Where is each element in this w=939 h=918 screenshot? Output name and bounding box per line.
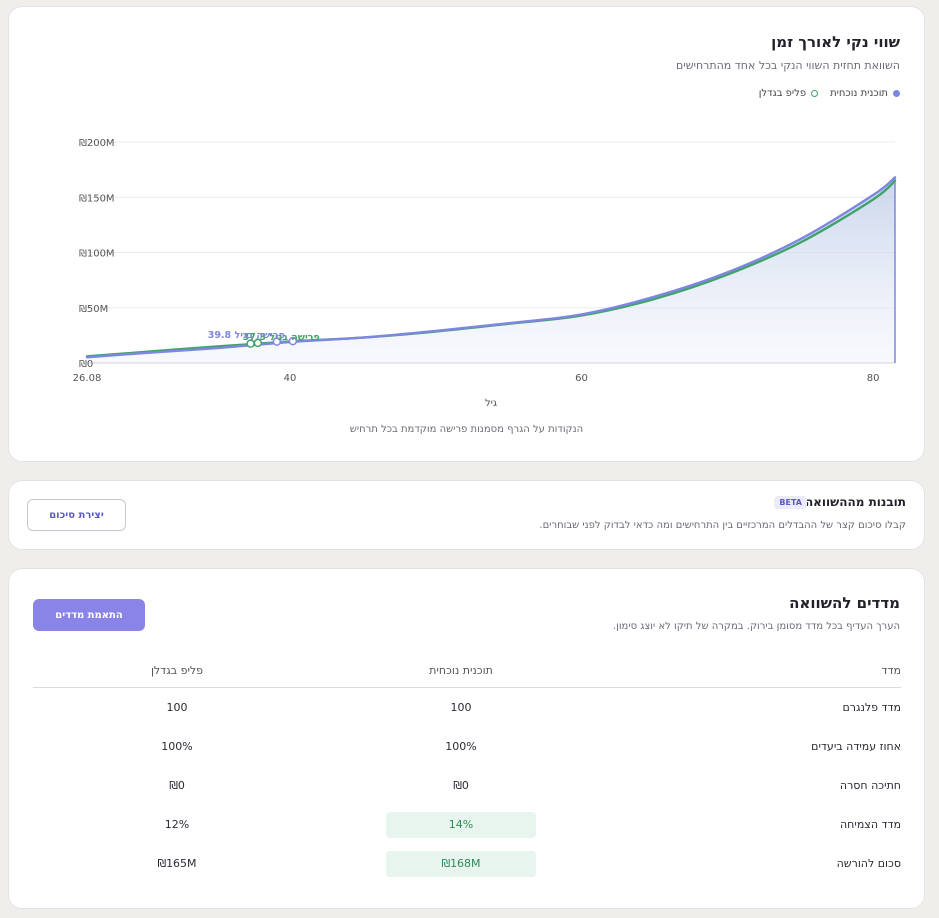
x-tick-label: 40	[284, 373, 297, 384]
metric-current-value: 100%	[445, 740, 477, 753]
x-tick-label: 26.08	[73, 373, 102, 384]
legend-item-current[interactable]: תוכנית נוכחית	[830, 88, 900, 99]
net-worth-chart-card: שווי נקי לאורך זמן השוואת תחזית השווי הנ…	[8, 6, 925, 462]
metric-name: מדד פלנגרם	[842, 701, 901, 714]
metric-alt-value: 100	[166, 701, 188, 714]
column-header-alt: פליפ בגדלן	[150, 664, 204, 677]
legend-label-current: תוכנית נוכחית	[830, 88, 888, 99]
metric-current-value: ₪0	[453, 779, 469, 792]
metric-alt-value: ₪165M	[157, 857, 197, 870]
metrics-title: מדדים להשוואה	[789, 594, 900, 612]
metric-name: סכום להורשה	[836, 857, 901, 870]
beta-badge: BETA	[774, 496, 807, 509]
legend-dot-icon	[893, 90, 900, 97]
legend-ring-icon	[811, 90, 819, 97]
table-row: מדד הצמיחה 14% 12%	[33, 805, 901, 844]
metric-name: חתיכה חסרה	[839, 779, 901, 792]
chart-title: שווי נקי לאורך זמן	[771, 33, 900, 51]
retirement-marker	[272, 337, 282, 346]
metric-alt-value: 100%	[161, 740, 193, 753]
y-tick-label: ₪100M	[79, 249, 115, 260]
metric-alt-value: 12%	[164, 818, 190, 831]
create-summary-button[interactable]: יצירת סיכום	[27, 499, 126, 531]
retirement-annotation-current: פרישה בגיל 39.8	[208, 330, 285, 341]
x-tick-label: 80	[867, 373, 880, 384]
chart-subtitle: השוואת תחזית השווי הנקי בכל אחד מהתרחישי…	[675, 59, 900, 72]
y-tick-label: ₪150M	[79, 193, 115, 204]
y-tick-label: ₪0	[79, 359, 93, 370]
legend-label-alt: פליפ בגדלן	[758, 88, 807, 99]
metric-name: אחוז עמידה ביעדים	[811, 740, 901, 753]
legend-item-alt[interactable]: פליפ בגדלן	[758, 88, 819, 99]
series-line-current	[85, 176, 897, 359]
retirement-marker	[253, 338, 263, 348]
table-row: מדד פלנגרם 100 100	[33, 688, 902, 727]
area-fill	[87, 177, 895, 363]
insights-title: תובנות מההשוואה	[804, 495, 906, 509]
y-tick-label: ₪200M	[79, 138, 115, 149]
table-row: חתיכה חסרה ₪0 ₪0	[33, 766, 901, 805]
y-tick-label: ₪50M	[79, 304, 108, 315]
table-row: סכום להורשה ₪168M ₪165M	[33, 844, 901, 883]
adjust-metrics-button[interactable]: התאמת מדדים	[33, 599, 145, 631]
metric-current-value-best: ₪168M	[386, 850, 536, 877]
metrics-card: מדדים להשוואה הערך העדיף בכל מדד מסומן ב…	[8, 568, 925, 909]
retirement-annotation-alt: פרישה בגיל 37.3	[243, 332, 320, 343]
table-header: מדד תוכנית נוכחית פליפ בגדלן	[33, 654, 901, 688]
metrics-table: מדד תוכנית נוכחית פליפ בגדלן מדד פלנגרם …	[33, 654, 901, 883]
chart-legend: תוכנית נוכחית פליפ בגדלן	[759, 88, 900, 99]
column-header-metric: מדד	[881, 664, 901, 677]
table-row: אחוז עמידה ביעדים 100% 100%	[33, 727, 901, 766]
x-tick-label: 60	[575, 373, 588, 384]
chart-footnote: הנקודות על הגרף מסמנות פרישה מוקדמת בכל …	[349, 424, 584, 435]
column-header-current: תוכנית נוכחית	[429, 664, 493, 677]
retirement-marker	[288, 336, 298, 346]
metric-alt-value: ₪0	[169, 779, 185, 792]
x-axis-label: גיל	[485, 398, 497, 409]
metrics-subtitle: הערך העדיף בכל מדד מסומן בירוק. במקרה של…	[612, 621, 900, 632]
metric-name: מדד הצמיחה	[840, 818, 901, 831]
insights-card: תובנות מההשוואה BETA קבלו סיכום קצר של ה…	[8, 480, 925, 550]
metric-current-value-best: 14%	[386, 811, 536, 838]
metric-current-value: 100	[450, 701, 472, 714]
insights-subtitle: קבלו סיכום קצר של ההבדלים המרכזיים בין ה…	[539, 520, 906, 531]
